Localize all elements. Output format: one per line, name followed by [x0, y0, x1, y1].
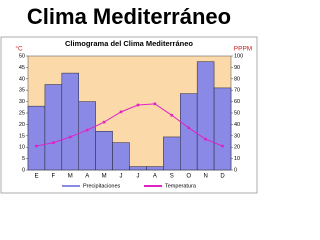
- y-tick-label: 10: [19, 145, 25, 151]
- x-tick-label: D: [220, 174, 225, 180]
- y-tick-label: 30: [19, 99, 25, 105]
- y-tick-label: 25: [19, 110, 25, 116]
- x-tick-label: A: [153, 174, 157, 180]
- point: [204, 137, 207, 141]
- x-tick-label: M: [68, 174, 73, 180]
- point: [102, 120, 106, 124]
- y2-tick-label: 40: [234, 122, 240, 128]
- y-tick-label: 0: [22, 167, 25, 173]
- bar: [44, 84, 63, 171]
- y2-tick-label: 50: [234, 110, 240, 116]
- page-title: Clima Mediterráneo: [27, 4, 231, 29]
- y2-tick-label: 30: [234, 133, 240, 139]
- point: [35, 144, 38, 148]
- y2-tick-label: 80: [234, 76, 240, 82]
- x-tick-label: F: [52, 174, 56, 180]
- y2-tick-label: 60: [234, 99, 240, 105]
- point: [85, 128, 89, 132]
- bar: [146, 166, 164, 171]
- chart-title: Climograma del Clima Mediterráneo: [65, 39, 193, 48]
- y-axis-label: °C: [15, 45, 23, 53]
- x-tick-label: O: [186, 174, 191, 180]
- legend-label: Precipitaciones: [83, 183, 121, 189]
- x-tick-label: S: [170, 174, 174, 180]
- point: [136, 103, 140, 107]
- x-tick-label: N: [203, 174, 207, 180]
- y2-tick-label: 20: [234, 145, 240, 151]
- point: [187, 126, 191, 130]
- bar: [78, 101, 96, 171]
- x-tick-label: J: [136, 174, 139, 180]
- point: [68, 135, 72, 139]
- y2-tick-label: 90: [234, 65, 240, 71]
- point: [170, 113, 174, 117]
- legend-label: Temperatura: [165, 183, 197, 189]
- bar: [27, 105, 46, 171]
- point: [119, 110, 123, 114]
- bar: [196, 61, 215, 171]
- y-tick-label: 45: [19, 65, 25, 71]
- line: [36, 103, 223, 147]
- x-tick-label: J: [120, 174, 123, 180]
- chart: Clima Mediterráneo Climograma del Clima …: [0, 4, 258, 194]
- y-tick-label: 5: [22, 156, 25, 162]
- x-tick-label: A: [85, 174, 89, 180]
- y2-tick-label: 70: [234, 88, 240, 94]
- point: [221, 144, 224, 148]
- y2-tick-label: 10: [234, 156, 240, 162]
- y2-axis-label: PPPM: [234, 46, 252, 53]
- bar: [61, 72, 79, 171]
- bar: [163, 136, 181, 171]
- y2-tick-label: 0: [234, 167, 237, 173]
- bar: [129, 166, 147, 171]
- x-tick-label: M: [102, 174, 107, 180]
- y-tick-label: 35: [19, 88, 25, 94]
- y-tick-label: 20: [19, 122, 25, 128]
- point: [52, 141, 55, 144]
- y2-tick-label: 100: [234, 53, 243, 59]
- y-tick-label: 15: [19, 133, 25, 139]
- x-tick-label: E: [34, 174, 38, 180]
- y-tick-label: 40: [19, 76, 25, 82]
- bar: [112, 142, 130, 171]
- y-tick-label: 50: [19, 53, 25, 59]
- point: [153, 102, 157, 106]
- bar: [213, 87, 232, 171]
- bar: [95, 130, 113, 171]
